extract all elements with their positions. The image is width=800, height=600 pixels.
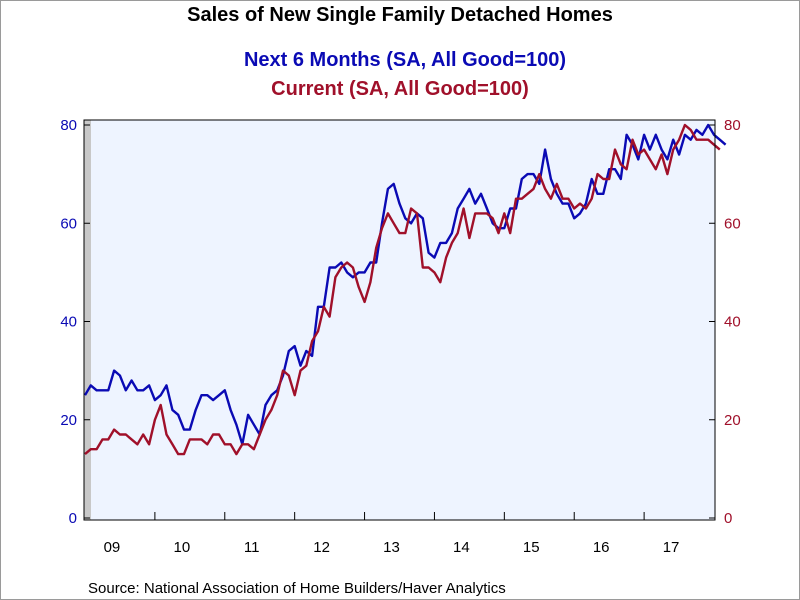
right-y-tick-label: 60 — [724, 215, 741, 232]
left-y-tick-label: 60 — [60, 215, 77, 232]
x-tick-label: 09 — [104, 539, 121, 556]
right-y-tick-label: 80 — [724, 117, 741, 134]
x-tick-label: 16 — [593, 539, 610, 556]
right-y-axis: 0 20 40 60 80 — [709, 117, 741, 527]
right-y-tick-label: 0 — [724, 510, 732, 527]
plot-area — [83, 119, 716, 521]
chart-title: Sales of New Single Family Detached Home… — [187, 4, 613, 26]
x-tick-label: 13 — [383, 539, 400, 556]
left-y-tick-label: 0 — [69, 510, 77, 527]
left-y-axis: 0 20 40 60 80 — [60, 117, 90, 527]
recession-shading — [84, 120, 91, 520]
x-tick-label: 15 — [523, 539, 540, 556]
series-line-next-6-months — [83, 123, 727, 446]
x-tick-label: 10 — [173, 539, 190, 556]
series-line-current — [84, 123, 721, 456]
right-y-tick-label: 40 — [724, 314, 741, 331]
source-note: Source: National Association of Home Bui… — [88, 580, 506, 597]
plot-border — [83, 119, 716, 521]
left-y-tick-label: 40 — [60, 314, 77, 331]
x-tick-label: 17 — [663, 539, 680, 556]
x-tick-label: 12 — [313, 539, 330, 556]
chart-subtitle-next-6-months: Next 6 Months (SA, All Good=100) — [244, 49, 566, 71]
x-axis: 09 10 11 12 13 14 15 16 17 — [104, 512, 680, 556]
chart-subtitle-current: Current (SA, All Good=100) — [271, 78, 529, 100]
x-tick-label: 14 — [453, 539, 470, 556]
right-y-tick-label: 20 — [724, 412, 741, 429]
left-y-tick-label: 20 — [60, 412, 77, 429]
x-tick-label: 11 — [244, 539, 260, 556]
left-y-tick-label: 80 — [60, 117, 77, 134]
